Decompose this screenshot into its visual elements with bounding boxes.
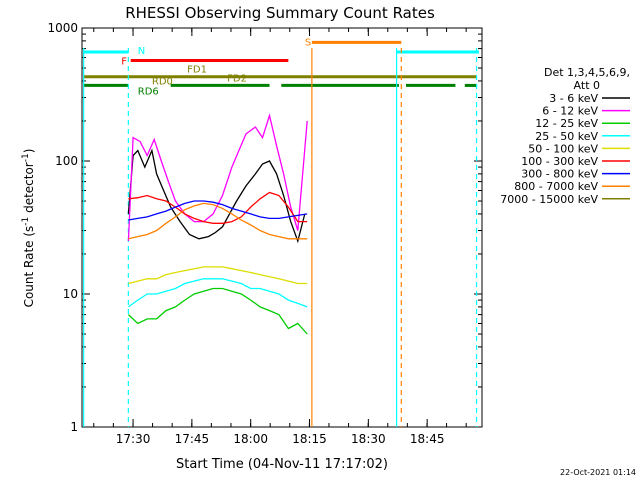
svg-text:Count Rate (s-1 detector-1): Count Rate (s-1 detector-1) [21, 149, 36, 308]
x-tick-label: 18:45 [410, 432, 445, 446]
x-tick-label: 18:00 [233, 432, 268, 446]
series-lines [127, 113, 308, 335]
y-label-mid: detector [22, 162, 36, 217]
legend-label: 800 - 7000 keV [514, 180, 598, 193]
y-label-main: Count Rate (s [22, 226, 36, 308]
series-3-6-kev [127, 148, 306, 244]
x-tick-label: 17:30 [116, 432, 151, 446]
y-axis-label: Count Rate (s-1 detector-1) [21, 149, 36, 308]
y-tick-label: 1000 [47, 21, 78, 35]
legend-label: 12 - 25 keV [535, 117, 598, 130]
y-ticks: 1 10 100 1000 [47, 21, 482, 434]
band-label-s: S [305, 37, 311, 48]
band-label-rd6: RD6 [138, 86, 159, 97]
series-50-100-kev [128, 266, 308, 285]
timestamp: 22-Oct-2021 01:14 [560, 468, 636, 477]
legend-label: 6 - 12 keV [542, 105, 598, 118]
plot-frame [81, 27, 483, 428]
legend-label: 300 - 800 keV [521, 168, 598, 181]
chart-title: RHESSI Observing Summary Count Rates [125, 4, 435, 22]
y-label-sup1: -1 [21, 217, 31, 226]
series-100-300-kev [128, 191, 308, 224]
series-800-7000-kev [128, 202, 308, 240]
x-axis-label: Start Time (04-Nov-11 17:17:02) [176, 457, 388, 472]
legend-header-2: Att 0 [574, 79, 600, 92]
band-label-fd2: FD2 [227, 73, 247, 84]
band-label-n: N [138, 46, 145, 57]
y-tick-label: 1 [70, 420, 78, 434]
x-tick-label: 18:15 [292, 432, 327, 446]
series-25-50-kev [128, 278, 308, 308]
band-label-fd1: FD1 [187, 64, 207, 75]
y-tick-label: 10 [63, 287, 78, 301]
legend-label: 25 - 50 keV [535, 130, 598, 143]
series-6-12-kev [127, 113, 308, 242]
legend-label: 3 - 6 keV [549, 92, 598, 105]
x-ticks: 17:30 17:45 18:00 18:15 18:30 18:45 [93, 28, 467, 446]
y-tick-label: 100 [55, 154, 78, 168]
band-label-rd0: RD0 [152, 77, 173, 88]
x-tick-label: 17:45 [175, 432, 210, 446]
legend-label: 50 - 100 keV [528, 142, 598, 155]
y-label-sup2: -1 [21, 153, 31, 162]
legend-label: 7000 - 15000 keV [500, 193, 598, 206]
y-label-end: ) [22, 149, 36, 154]
series-300-800-kev [128, 200, 308, 221]
x-tick-label: 18:30 [351, 432, 386, 446]
band-label-f: F [121, 56, 127, 67]
series-12-25-kev [127, 287, 308, 335]
legend-header-1: Det 1,3,4,5,6,9, [544, 66, 630, 79]
legend-label: 100 - 300 keV [521, 155, 598, 168]
